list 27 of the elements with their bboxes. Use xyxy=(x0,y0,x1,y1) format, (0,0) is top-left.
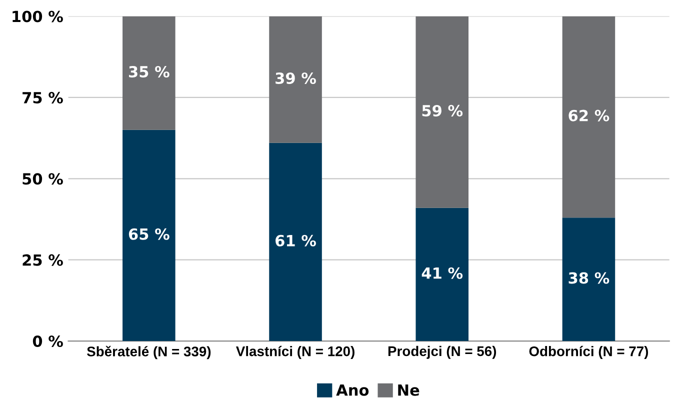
y-tick-label: 50 % xyxy=(22,173,63,185)
data-label: 39 % xyxy=(276,72,316,84)
x-tick-label: Prodejci (N = 56) xyxy=(388,346,496,359)
bar xyxy=(269,142,322,342)
data-label: 61 % xyxy=(276,234,316,246)
data-label: 62 % xyxy=(568,110,610,122)
x-tick-label: Vlastníci (N = 120) xyxy=(236,346,354,359)
data-label: 38 % xyxy=(568,272,610,284)
bar xyxy=(416,16,469,208)
y-tick-label: 0 % xyxy=(32,336,63,348)
y-tick-label: 100 % xyxy=(12,10,63,22)
y-tick-label: 25 % xyxy=(22,254,63,266)
bar xyxy=(269,16,322,143)
bar xyxy=(122,16,176,130)
data-label: 35 % xyxy=(129,66,170,78)
bar xyxy=(122,130,176,342)
y-tick-label: 75 % xyxy=(22,92,63,104)
data-label: 41 % xyxy=(422,267,463,279)
data-label: 65 % xyxy=(128,228,170,240)
data-label: 59 % xyxy=(422,104,463,116)
bar xyxy=(416,208,469,342)
bar xyxy=(562,218,616,342)
bar xyxy=(562,16,616,218)
legend-label: Ano xyxy=(336,384,369,396)
x-tick-label: Odborníci (N = 77) xyxy=(529,346,648,359)
legend-label: Ne xyxy=(398,384,420,396)
x-tick-label: Sběratelé (N = 339) xyxy=(86,346,211,360)
